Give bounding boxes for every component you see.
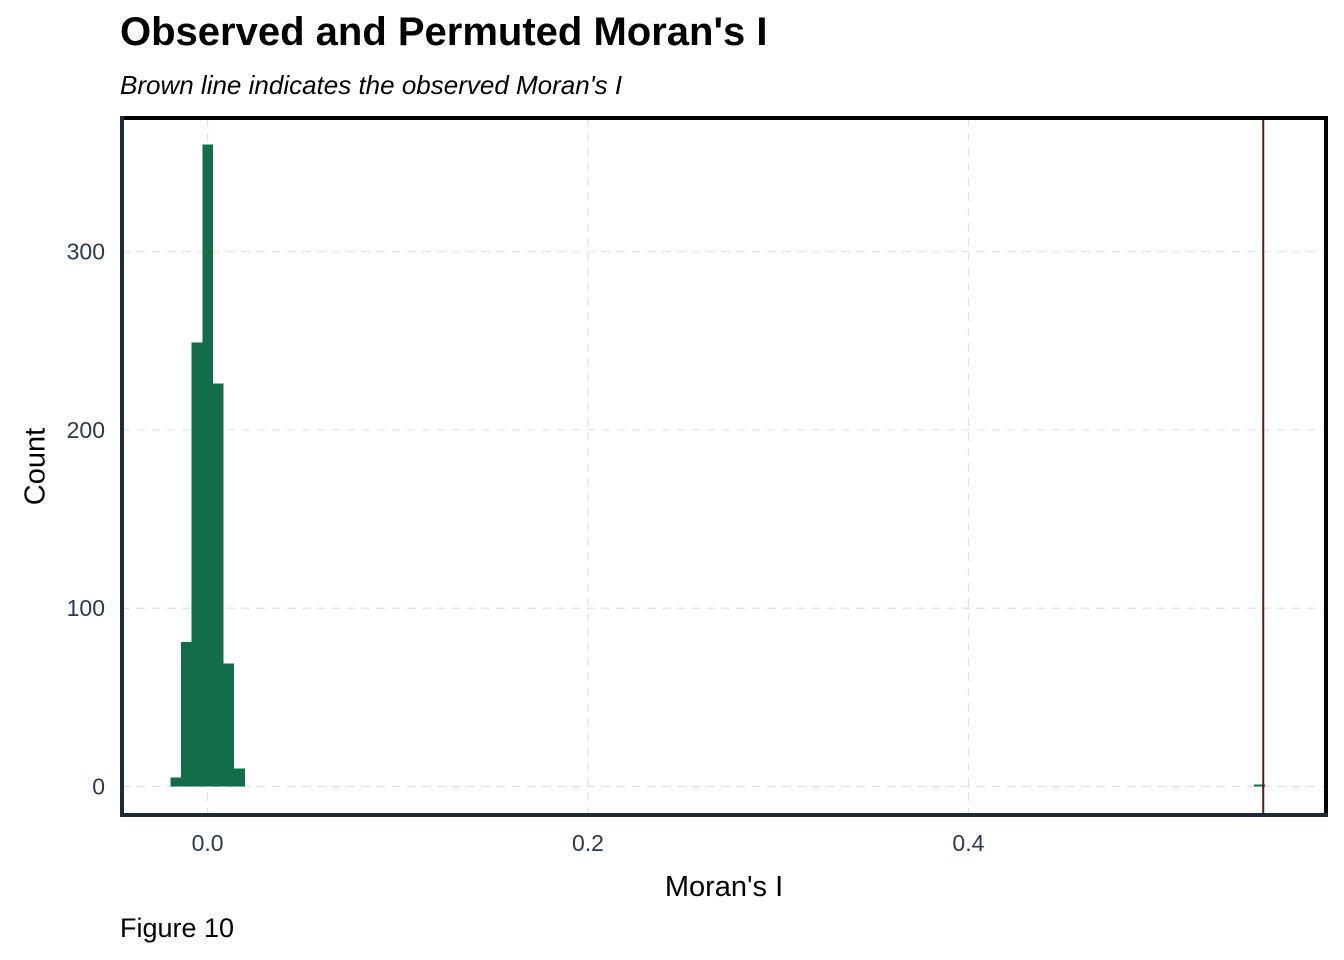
- histogram-bar-4: [212, 383, 224, 787]
- y-tick-label-1: 100: [67, 595, 105, 621]
- y-tick-label-3: 300: [67, 239, 105, 265]
- x-tick-label-0: 0.0: [192, 830, 224, 856]
- histogram-bars: [170, 144, 1265, 787]
- histogram-bar-0: [170, 777, 181, 787]
- x-axis-title: Moran's I: [665, 871, 783, 903]
- y-axis-title: Count: [20, 428, 52, 505]
- histogram-bar-2: [191, 342, 203, 787]
- panel-frame: [120, 116, 1328, 817]
- tick-labels: 0.0 0.2 0.4 0 100 200 300: [67, 239, 985, 856]
- histogram-bar-6: [234, 768, 245, 787]
- y-tick-label-2: 200: [67, 417, 105, 443]
- x-tick-label-2: 0.4: [952, 830, 984, 856]
- figure-caption: Figure 10: [120, 913, 235, 943]
- histogram-bar-1: [180, 642, 192, 787]
- histogram-bar-7: [1254, 784, 1265, 787]
- panel-border: [120, 116, 1328, 817]
- y-tick-label-0: 0: [92, 773, 105, 799]
- chart-subtitle: Brown line indicates the observed Moran'…: [120, 70, 623, 100]
- x-tick-label-1: 0.2: [572, 830, 604, 856]
- grid-lines: [122, 118, 1326, 815]
- histogram-bar-3: [202, 144, 213, 787]
- histogram-bar-5: [223, 663, 235, 787]
- chart-title: Observed and Permuted Moran's I: [120, 10, 768, 54]
